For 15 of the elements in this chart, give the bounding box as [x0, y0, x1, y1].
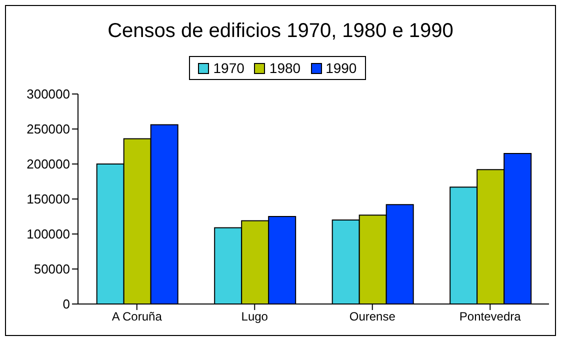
- y-tick-label: 200000: [26, 156, 70, 172]
- y-tick-label: 50000: [34, 262, 70, 277]
- legend-label: 1970: [212, 60, 244, 76]
- y-tick-label: 150000: [26, 192, 70, 207]
- x-tick-label: A Coruña: [112, 310, 162, 324]
- legend-label: 1980: [268, 60, 301, 76]
- x-tick-label: Ourense: [349, 310, 396, 324]
- chart-title: Censos de edificios 1970, 1980 e 1990: [106, 20, 454, 44]
- y-tick-label: 100000: [26, 226, 70, 242]
- y-tick-label: 0: [62, 296, 70, 312]
- x-tick-label: Pontevedra: [459, 310, 522, 324]
- y-tick-label: 300000: [26, 86, 70, 102]
- x-tick-label: Lugo: [241, 310, 268, 324]
- y-tick-label: 250000: [26, 122, 70, 137]
- legend-label: 1990: [324, 60, 357, 76]
